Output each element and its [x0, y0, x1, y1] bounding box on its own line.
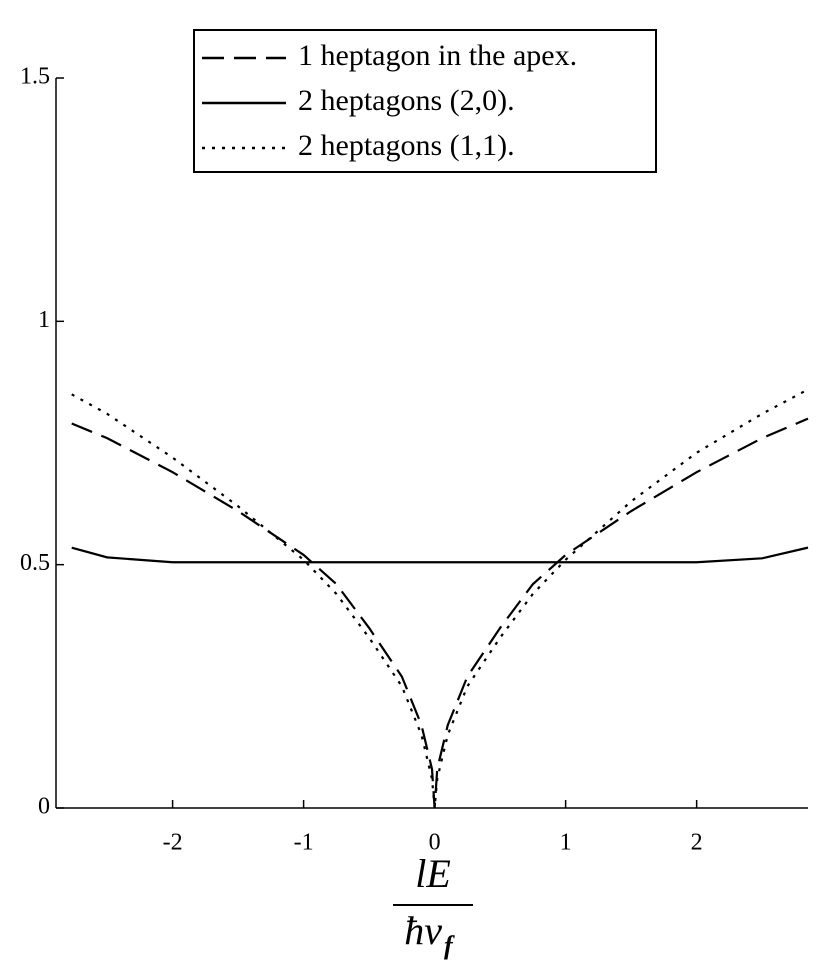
y-tick-label: 0 [38, 794, 50, 820]
y-tick-label: 1.5 [20, 64, 50, 90]
x-tick-label: 0 [429, 830, 441, 856]
x-label-subscript: f [444, 931, 455, 960]
x-label-denominator: ħv [404, 908, 442, 953]
x-label-numerator: lE [415, 851, 451, 896]
series-line [71, 417, 809, 809]
y-tick-label: 1 [38, 307, 50, 333]
x-tick-label: 1 [560, 830, 572, 856]
legend-box [193, 29, 657, 173]
series-line [71, 388, 809, 809]
x-tick-label: -2 [163, 830, 183, 856]
legend-label: 1 heptagon in the apex. [298, 39, 577, 72]
x-tick-label: 2 [691, 830, 703, 856]
y-tick-label: 0.5 [20, 550, 50, 576]
x-tick-label: -1 [294, 830, 314, 856]
legend-label: 2 heptagons (2,0). [298, 84, 515, 117]
legend-label: 2 heptagons (1,1). [298, 129, 515, 162]
series-line [71, 546, 809, 564]
